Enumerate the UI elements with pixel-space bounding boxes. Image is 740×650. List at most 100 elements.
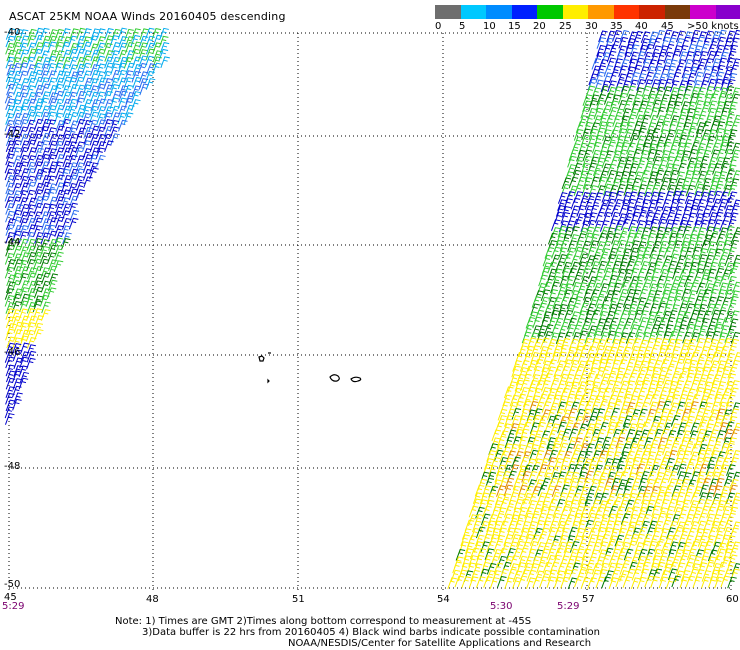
wind-barb	[592, 373, 602, 386]
wind-barb	[682, 358, 692, 371]
footnotes: Note: 1) Times are GMT 2)Times along bot…	[115, 616, 600, 649]
wind-barb	[471, 520, 482, 533]
wind-barb	[527, 470, 538, 483]
wind-barb	[653, 121, 664, 134]
wind-barb	[570, 351, 581, 364]
wind-barb	[644, 575, 654, 588]
wind-barb	[20, 140, 30, 153]
wind-barb	[680, 150, 691, 162]
wind-barb	[617, 99, 628, 112]
wind-barb	[544, 344, 555, 357]
wind-barb	[25, 85, 36, 97]
wind-barb	[561, 206, 571, 218]
wind-barb	[684, 192, 695, 204]
wind-barb	[531, 507, 542, 520]
wind-barb	[47, 244, 58, 257]
wind-barb	[124, 41, 135, 54]
wind-barb	[12, 41, 22, 54]
wind-barb	[83, 90, 93, 103]
wind-barb	[62, 36, 72, 49]
wind-barb	[593, 303, 604, 316]
wind-barb	[568, 428, 578, 441]
wind-barb	[626, 282, 637, 295]
wind-barb	[699, 43, 710, 56]
wind-barb	[41, 188, 51, 201]
wind-barb	[568, 149, 579, 161]
wind-barb	[656, 512, 667, 525]
wind-barb	[663, 135, 674, 147]
wind-barb	[617, 92, 628, 105]
wind-barb	[76, 35, 86, 48]
wind-barb	[589, 204, 600, 217]
wind-barb	[557, 395, 568, 407]
wind-barb	[640, 31, 651, 44]
wind-barb	[40, 309, 51, 321]
wind-barb	[662, 276, 673, 288]
wind-barb	[60, 41, 71, 54]
wind-barb	[83, 176, 93, 189]
wind-barb	[548, 289, 558, 301]
wind-barb	[611, 451, 622, 463]
wind-barb	[492, 520, 503, 533]
wind-barb	[18, 308, 29, 321]
wind-barb	[665, 457, 675, 470]
wind-barb	[557, 541, 568, 554]
wind-barb	[679, 576, 690, 588]
wind-barb	[638, 457, 648, 470]
wind-barb	[138, 71, 149, 84]
wind-barb	[624, 178, 635, 190]
wind-barb	[608, 577, 619, 589]
wind-barb	[723, 66, 734, 78]
wind-barb	[705, 463, 716, 476]
wind-barb	[669, 80, 680, 92]
wind-barb	[523, 485, 534, 498]
wind-barb	[40, 239, 50, 251]
wind-barb	[527, 479, 537, 492]
wind-barb	[594, 295, 605, 308]
wind-barb	[90, 56, 100, 69]
wind-barb	[657, 485, 667, 498]
wind-barb	[658, 576, 669, 589]
wind-barb	[670, 345, 681, 358]
wind-barb	[610, 407, 620, 420]
wind-barb	[654, 233, 664, 245]
wind-barb	[636, 246, 646, 259]
wind-barb	[6, 146, 16, 159]
wind-barb	[46, 62, 57, 75]
wind-barb	[613, 141, 624, 154]
wind-barb	[547, 569, 558, 582]
wind-barb	[33, 69, 44, 82]
wind-barb	[526, 409, 537, 422]
wind-barb	[48, 259, 58, 272]
wind-barb	[580, 220, 591, 232]
wind-barb	[612, 421, 623, 434]
wind-barb	[537, 325, 547, 337]
wind-barb	[4, 294, 15, 307]
wind-barb	[603, 177, 614, 189]
wind-barb	[41, 118, 51, 131]
wind-barb	[611, 428, 622, 441]
wind-barb	[4, 288, 15, 300]
lon-label: 60	[726, 594, 739, 605]
wind-barb	[692, 345, 702, 358]
wind-barb	[40, 153, 51, 166]
wind-barb	[20, 78, 30, 90]
wind-barb	[591, 569, 601, 582]
wind-barb	[620, 323, 631, 336]
wind-barb	[644, 268, 654, 281]
wind-barb	[587, 325, 598, 338]
wind-barb	[636, 73, 647, 85]
wind-barb	[634, 57, 645, 70]
wind-barb	[491, 429, 502, 442]
wind-barb	[634, 325, 645, 338]
wind-barb	[569, 471, 580, 484]
wind-barb	[720, 575, 731, 588]
wind-barb	[670, 219, 680, 232]
wind-barb	[90, 69, 100, 82]
wind-barb	[117, 77, 128, 90]
wind-barb	[684, 135, 694, 148]
wind-barb	[702, 310, 712, 323]
wind-barb	[629, 129, 640, 142]
wind-barb	[521, 331, 532, 344]
wind-barb	[563, 400, 574, 413]
